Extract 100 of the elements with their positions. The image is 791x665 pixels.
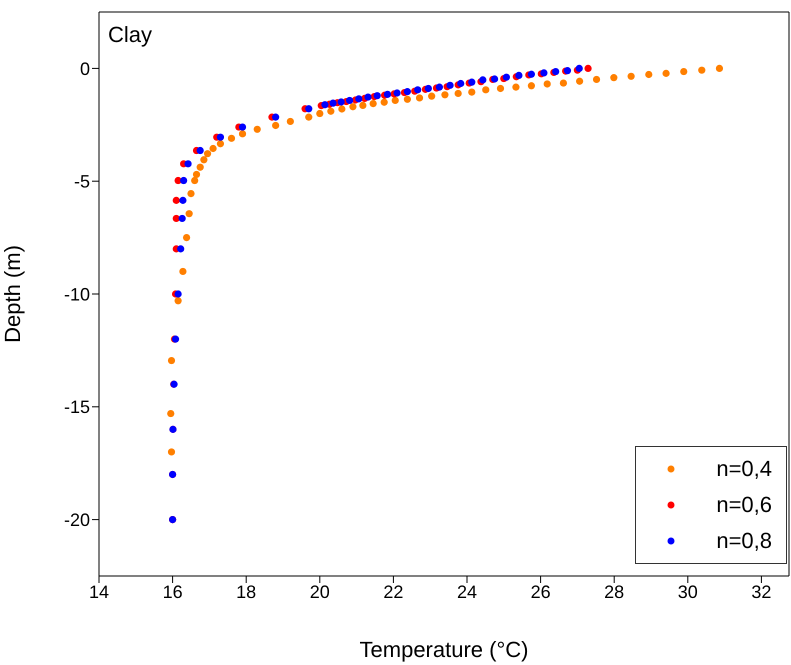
point xyxy=(172,196,180,204)
point xyxy=(321,101,329,108)
y-axis-title: Depth (m) xyxy=(0,245,25,343)
point xyxy=(584,64,592,72)
point xyxy=(305,105,312,112)
point xyxy=(454,90,462,98)
x-tick-label: 24 xyxy=(456,582,478,602)
point xyxy=(528,70,535,78)
y-tick-label: 0 xyxy=(80,58,90,79)
point xyxy=(238,123,246,131)
x-tick-label: 20 xyxy=(310,582,330,602)
point xyxy=(167,410,174,418)
point xyxy=(182,234,190,242)
y-tick-label: -10 xyxy=(64,284,90,304)
point xyxy=(392,96,399,104)
point xyxy=(540,69,548,77)
point xyxy=(168,356,176,364)
point xyxy=(468,88,476,96)
point xyxy=(338,105,346,113)
point xyxy=(349,103,357,110)
x-axis-title: Temperature (°C) xyxy=(360,637,528,662)
x-tick-label: 26 xyxy=(530,582,551,602)
point xyxy=(168,448,176,456)
point xyxy=(327,108,334,115)
point xyxy=(196,146,204,154)
point xyxy=(576,78,584,85)
point xyxy=(272,122,280,130)
point xyxy=(174,290,182,298)
legend-label: n=0,6 xyxy=(716,492,772,518)
point xyxy=(628,72,635,80)
point xyxy=(192,170,200,178)
point xyxy=(174,297,182,304)
point xyxy=(414,86,422,94)
point xyxy=(393,89,401,97)
point xyxy=(196,164,204,171)
point xyxy=(374,92,381,100)
x-tick-label: 32 xyxy=(751,582,772,602)
point xyxy=(179,268,187,276)
point xyxy=(177,245,184,252)
point xyxy=(680,68,688,76)
x-tick-label: 18 xyxy=(236,582,256,602)
point xyxy=(209,144,217,152)
x-tick-label: 16 xyxy=(162,582,183,602)
text: Clay xyxy=(108,22,152,48)
point xyxy=(359,102,366,109)
point xyxy=(515,72,522,79)
point xyxy=(286,118,294,126)
point xyxy=(329,100,337,107)
point xyxy=(441,91,449,98)
point xyxy=(457,80,464,88)
point xyxy=(610,74,618,82)
point xyxy=(180,176,188,184)
point xyxy=(179,196,187,204)
point xyxy=(482,86,490,94)
point xyxy=(428,92,436,100)
point xyxy=(528,82,535,90)
y-tick-label: -20 xyxy=(64,510,90,530)
point xyxy=(436,84,443,91)
point xyxy=(404,96,411,103)
point xyxy=(645,70,652,78)
point xyxy=(338,98,345,106)
point xyxy=(512,84,520,91)
point xyxy=(716,64,724,72)
point xyxy=(186,210,193,218)
x-tick-label: 22 xyxy=(383,582,404,602)
point xyxy=(560,79,568,87)
point xyxy=(228,134,236,142)
point xyxy=(216,140,224,148)
point xyxy=(254,126,261,133)
point xyxy=(416,94,424,102)
point xyxy=(187,190,195,198)
point xyxy=(544,80,551,88)
point xyxy=(204,150,212,158)
point xyxy=(316,110,324,118)
point xyxy=(191,176,198,184)
point xyxy=(355,95,362,102)
y-tick-label: -5 xyxy=(74,172,90,192)
point xyxy=(468,78,476,86)
point xyxy=(592,76,600,84)
point xyxy=(384,90,392,98)
x-tick-label: 14 xyxy=(88,582,110,602)
point xyxy=(200,156,208,164)
point xyxy=(370,100,377,108)
y-tick-label: -15 xyxy=(64,397,90,418)
point xyxy=(178,214,186,222)
point xyxy=(446,82,454,89)
point xyxy=(305,114,312,121)
point xyxy=(216,134,224,141)
legend-label: n=0,4 xyxy=(716,456,772,482)
point xyxy=(380,98,388,106)
point xyxy=(502,74,510,81)
point xyxy=(496,84,504,92)
point xyxy=(346,96,354,104)
point xyxy=(662,70,670,77)
x-tick-label: 30 xyxy=(678,582,698,602)
point xyxy=(698,66,706,74)
point xyxy=(364,93,372,101)
legend-label: n=0,8 xyxy=(716,528,772,554)
x-tick-label: 28 xyxy=(604,582,624,602)
point xyxy=(238,130,246,138)
